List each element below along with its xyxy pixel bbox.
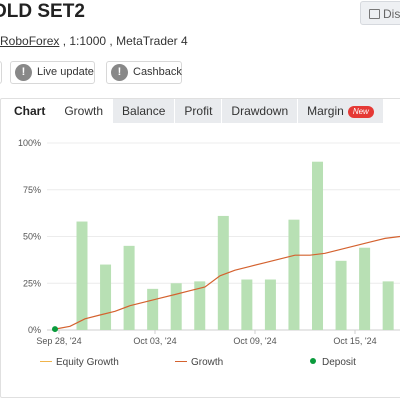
legend-deposit[interactable]: Deposit (310, 357, 356, 369)
growth-bar[interactable] (100, 264, 112, 330)
legend-equity-growth[interactable]: Equity Growth (40, 357, 119, 369)
tab-balance[interactable]: Balance (113, 99, 176, 123)
growth-bar[interactable] (241, 279, 253, 330)
legend-deposit-label: Deposit (322, 357, 356, 368)
y-tick-label: 0% (28, 325, 41, 335)
legend-equity-label: Equity Growth (56, 357, 119, 368)
legend-equity-swatch (40, 361, 52, 362)
growth-bar[interactable] (288, 219, 300, 330)
chart-panel (0, 98, 400, 398)
discussion-button-label: Disc (383, 7, 400, 21)
deposit-point[interactable] (52, 326, 58, 333)
account-title: OLD SET2 (0, 1, 85, 22)
exclamation-icon: ! (15, 64, 32, 81)
exclamation-icon: ! (111, 64, 128, 81)
growth-bar[interactable] (359, 247, 371, 330)
account-info: RoboForex , 1:1000 , MetaTrader 4 (0, 34, 188, 48)
cashback-label: Cashback (133, 66, 182, 78)
x-tick-label: Oct 09, '24 (233, 336, 276, 346)
tab-drawdown[interactable]: Drawdown (222, 99, 299, 123)
growth-bar[interactable] (264, 279, 276, 330)
legend-growth[interactable]: Growth (175, 357, 223, 369)
legend-growth-swatch (175, 361, 187, 362)
growth-bar[interactable] (194, 281, 206, 330)
tab-chart[interactable]: Chart (5, 99, 56, 123)
tab-margin-label: Margin (307, 104, 344, 118)
growth-bar[interactable] (147, 288, 159, 330)
new-badge: New (347, 106, 374, 118)
growth-bar[interactable] (123, 245, 135, 330)
discussion-button[interactable]: Disc (360, 1, 400, 25)
growth-bar[interactable] (76, 221, 88, 330)
tab-growth[interactable]: Growth (55, 99, 114, 123)
chat-icon (369, 9, 380, 19)
y-tick-label: 50% (23, 232, 41, 242)
status-pill-partial (0, 61, 2, 84)
x-tick-label: Oct 15, '24 (333, 336, 376, 346)
broker-link[interactable]: RoboForex (0, 34, 60, 48)
x-tick-label: Oct 03, '24 (133, 336, 176, 346)
tab-margin[interactable]: Margin New (298, 99, 384, 123)
live-update-pill[interactable]: ! Live update (10, 61, 95, 84)
y-tick-label: 25% (23, 278, 41, 288)
tab-profit[interactable]: Profit (175, 99, 223, 123)
growth-bar[interactable] (217, 215, 229, 330)
growth-bar[interactable] (170, 283, 182, 330)
growth-series-line (54, 235, 400, 330)
y-tick-label: 75% (23, 185, 41, 195)
growth-chart: 0% 25% 50% 75% 100% Sep 28, '24 Oct 03, '24 Oc… (18, 138, 400, 346)
growth-bar[interactable] (335, 260, 347, 330)
y-tick-label: 100% (18, 138, 41, 148)
account-details: , 1:1000 , MetaTrader 4 (59, 34, 188, 48)
live-update-label: Live update (37, 66, 94, 78)
cashback-pill[interactable]: ! Cashback (106, 61, 182, 84)
legend-growth-label: Growth (191, 357, 224, 368)
growth-bar[interactable] (312, 161, 324, 330)
x-tick-label: Sep 28, '24 (36, 336, 81, 346)
legend-deposit-dot (310, 358, 316, 364)
chart-tabs: Chart Growth Balance Profit Drawdown Mar… (5, 99, 384, 123)
growth-bar[interactable] (382, 281, 394, 330)
